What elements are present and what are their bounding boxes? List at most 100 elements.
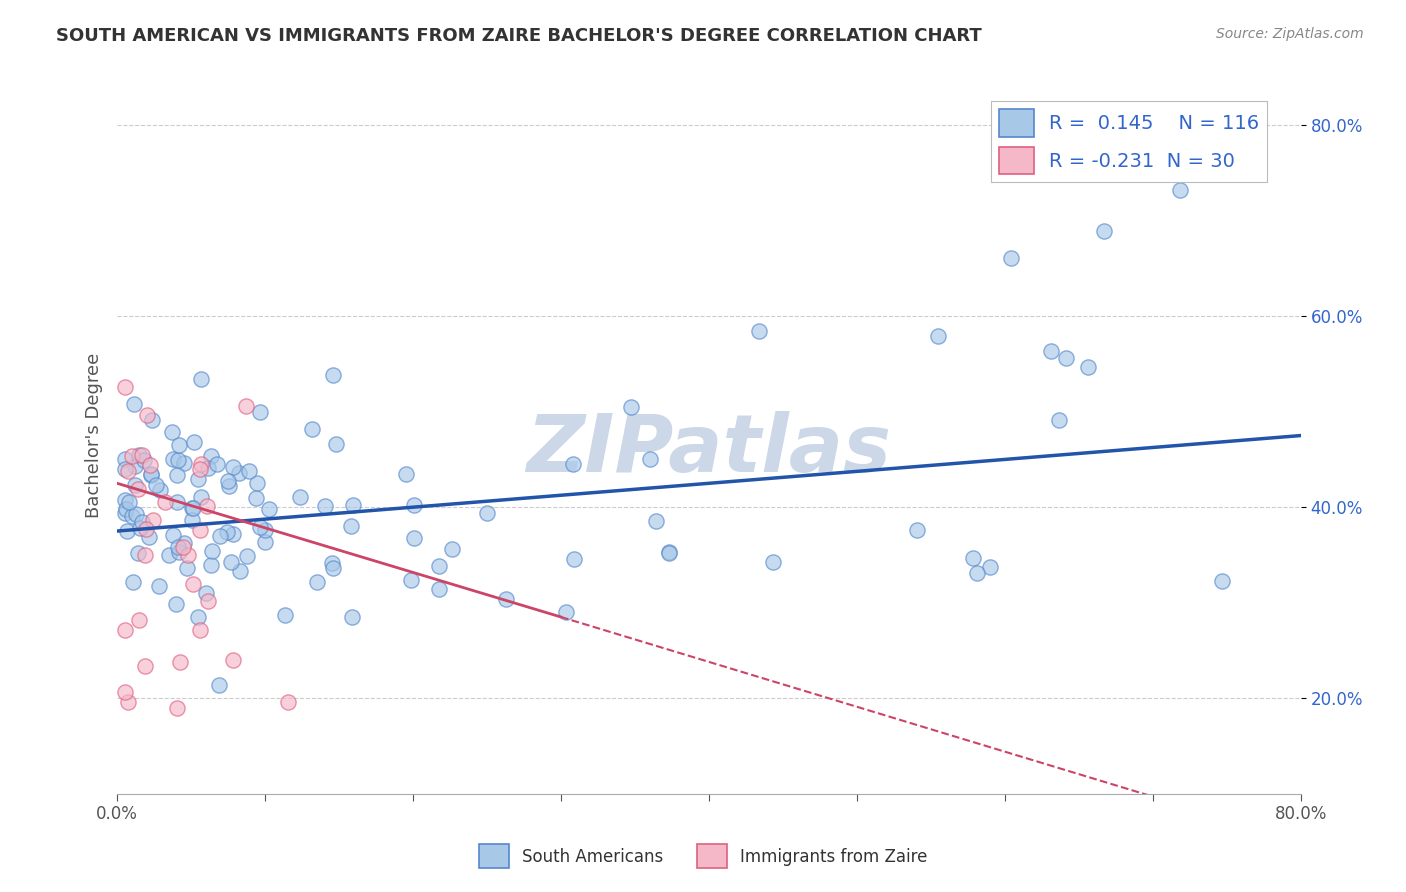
Point [131, 515, 153, 529]
Point [658, 544, 681, 558]
Point [134, 659, 156, 673]
Point [167, 544, 190, 558]
Point [169, 655, 191, 669]
Point [188, 624, 211, 638]
Point [301, 422, 323, 436]
Point [1000, 251, 1022, 265]
Legend: South Americans, Immigrants from Zaire: South Americans, Immigrants from Zaire [472, 838, 934, 875]
Point [221, 556, 243, 570]
Point [253, 523, 276, 537]
Point [167, 540, 190, 554]
Point [139, 467, 162, 481]
Point [402, 498, 425, 512]
Point [173, 536, 195, 550]
Point [176, 561, 198, 575]
Point [128, 448, 150, 462]
Point [207, 457, 229, 471]
Point [209, 529, 232, 543]
Point [139, 468, 162, 483]
Point [172, 541, 194, 555]
Point [135, 522, 157, 536]
Y-axis label: Bachelor's Degree: Bachelor's Degree [86, 353, 103, 518]
Point [122, 396, 145, 410]
Point [121, 450, 143, 464]
Point [562, 457, 585, 471]
Point [138, 530, 160, 544]
Point [114, 623, 136, 637]
Point [197, 461, 219, 475]
Point [228, 466, 250, 480]
Point [342, 498, 364, 512]
Point [160, 425, 183, 439]
Point [215, 525, 238, 540]
Point [222, 459, 245, 474]
Point [127, 546, 149, 560]
Point [402, 532, 425, 546]
Point [562, 552, 585, 566]
Point [200, 558, 222, 573]
Point [966, 566, 988, 581]
Point [395, 467, 418, 482]
Point [1168, 183, 1191, 197]
Point [905, 524, 928, 538]
Point [200, 449, 222, 463]
Point [277, 695, 299, 709]
Point [195, 586, 218, 600]
Point [246, 476, 269, 491]
Point [962, 551, 984, 566]
Point [340, 519, 363, 533]
Text: SOUTH AMERICAN VS IMMIGRANTS FROM ZAIRE BACHELOR'S DEGREE CORRELATION CHART: SOUTH AMERICAN VS IMMIGRANTS FROM ZAIRE … [56, 27, 981, 45]
Point [162, 451, 184, 466]
Point [475, 507, 498, 521]
Point [1211, 574, 1233, 588]
Point [188, 523, 211, 537]
Point [149, 483, 172, 498]
Point [114, 452, 136, 467]
Point [139, 458, 162, 473]
Point [114, 462, 136, 476]
Point [124, 507, 146, 521]
Point [288, 490, 311, 504]
Point [162, 528, 184, 542]
Point [222, 652, 245, 666]
Point [658, 546, 681, 560]
Point [134, 548, 156, 562]
Point [748, 324, 770, 338]
Point [186, 610, 208, 624]
Point [1077, 360, 1099, 375]
Point [253, 534, 276, 549]
Point [181, 577, 204, 591]
Point [181, 500, 204, 515]
Point [190, 372, 212, 386]
Point [427, 582, 450, 597]
Point [427, 558, 450, 573]
Point [121, 509, 143, 524]
Point [190, 490, 212, 504]
Point [1047, 412, 1070, 426]
Point [440, 542, 463, 557]
Point [307, 574, 329, 589]
Point [117, 695, 139, 709]
Point [201, 544, 224, 558]
Point [238, 463, 260, 477]
Point [148, 579, 170, 593]
Point [217, 474, 239, 488]
Point [208, 678, 231, 692]
Point [249, 520, 271, 534]
Point [127, 482, 149, 496]
Point [117, 464, 139, 478]
Point [401, 573, 423, 587]
Point [142, 513, 165, 527]
Point [177, 548, 200, 562]
Point [218, 479, 240, 493]
Point [114, 506, 136, 520]
Point [131, 449, 153, 463]
Point [979, 559, 1001, 574]
Text: Source: ZipAtlas.com: Source: ZipAtlas.com [1216, 27, 1364, 41]
Point [1039, 344, 1062, 359]
Point [249, 404, 271, 418]
Point [187, 472, 209, 486]
Point [135, 408, 157, 422]
Point [222, 527, 245, 541]
Point [173, 456, 195, 470]
